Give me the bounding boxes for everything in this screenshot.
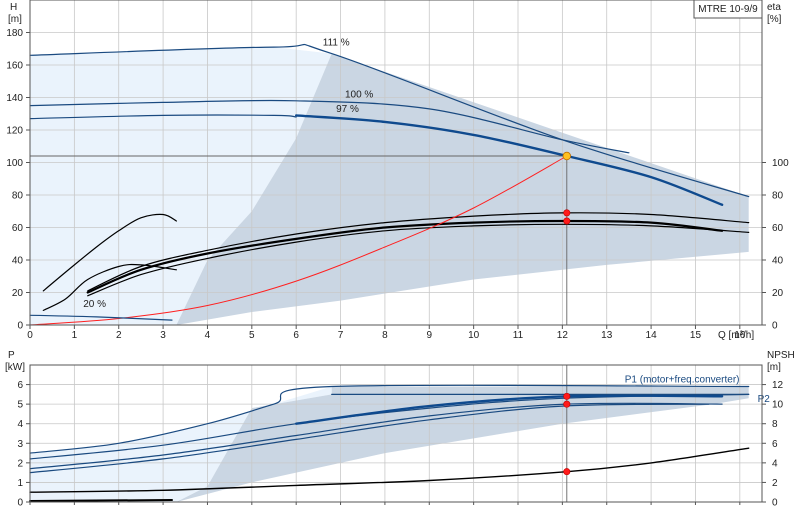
series-efficiency — [42, 263, 177, 311]
y-tick-label: 0 — [17, 498, 23, 509]
series-efficiency — [86, 219, 724, 294]
y-tick-label: 20 — [12, 288, 24, 299]
y-tick-label: 160 — [6, 61, 23, 72]
y2-tick-label: 10 — [772, 400, 784, 411]
bottom-plot-frame — [29, 364, 763, 503]
y2-tick-label: 60 — [772, 223, 784, 234]
series-head_duty — [295, 114, 724, 206]
y2-tick-label: 20 — [772, 288, 784, 299]
series-head-111- — [29, 43, 750, 198]
x-tick-label: 8 — [382, 330, 388, 341]
y2-tick-label: 80 — [772, 191, 784, 202]
y-tick-label: 3 — [17, 439, 23, 450]
series-system — [29, 155, 568, 326]
y-axis-title-p: P — [8, 350, 15, 361]
series-head-97- — [29, 114, 297, 120]
y2-tick-label: 2 — [772, 478, 778, 489]
y-tick-label: 100 — [6, 158, 23, 169]
series-power — [29, 403, 710, 474]
y-tick-label: 80 — [12, 191, 24, 202]
x-tick-label: 13 — [601, 330, 613, 341]
series-head-20- — [29, 314, 173, 321]
duty-marker — [563, 392, 571, 400]
curve-label: 100 % — [345, 90, 373, 101]
x-tick-label: 6 — [293, 330, 299, 341]
shade-region-light — [30, 386, 332, 502]
y2-tick-label: 8 — [772, 419, 778, 430]
y2-axis-unit-m: [m] — [767, 362, 781, 373]
model-label: MTRE 10-9/9 — [698, 4, 758, 15]
x-tick-label: 10 — [468, 330, 480, 341]
y-tick-label: 140 — [6, 93, 23, 104]
y-axis-unit-kw: [kW] — [5, 362, 25, 373]
x-tick-label: 14 — [646, 330, 658, 341]
y-tick-label: 5 — [17, 400, 23, 411]
y2-tick-label: 40 — [772, 256, 784, 267]
y2-tick-label: 6 — [772, 439, 778, 450]
curve-label: 111 % — [323, 38, 350, 49]
y2-axis-unit-percent: [%] — [767, 14, 782, 25]
series-power_duty-p1-motor-freq-converter- — [295, 394, 724, 425]
series-power_low — [29, 499, 173, 502]
top-plot-frame — [29, 0, 763, 326]
y-tick-label: 40 — [12, 256, 24, 267]
y-tick-label: 2 — [17, 458, 23, 469]
y2-tick-label: 100 — [772, 158, 789, 169]
y-tick-label: 0 — [17, 321, 23, 332]
x-tick-label: 15 — [690, 330, 702, 341]
curve-label: 20 % — [83, 299, 106, 310]
x-axis-title: Q [m³/h] — [718, 330, 754, 341]
y-tick-label: 180 — [6, 28, 23, 39]
y2-tick-label: 0 — [772, 321, 778, 332]
operating-point-marker — [562, 151, 571, 161]
shade-region-dark — [176, 53, 749, 325]
curve-label: 97 % — [336, 104, 359, 115]
series-power — [29, 402, 723, 470]
y-tick-label: 6 — [17, 380, 23, 391]
series-head-100- — [29, 99, 630, 154]
y2-tick-label: 0 — [772, 498, 778, 509]
x-tick-label: 9 — [426, 330, 432, 341]
series-efficiency — [42, 213, 177, 292]
x-tick-label: 16 — [734, 330, 746, 341]
x-tick-label: 5 — [249, 330, 255, 341]
duty-marker — [563, 209, 571, 217]
series-efficiency — [87, 212, 750, 292]
x-tick-label: 4 — [205, 330, 211, 341]
y-tick-label: 1 — [17, 478, 23, 489]
x-tick-label: 1 — [72, 330, 78, 341]
duty-marker — [563, 217, 571, 225]
y-tick-label: 60 — [12, 223, 24, 234]
shade-region-dark — [176, 386, 749, 502]
curve-label: P1 (motor+freq.converter) — [625, 375, 740, 386]
y-axis-title-h: H — [10, 2, 17, 13]
duty-marker — [563, 400, 571, 408]
series-npsh — [29, 447, 750, 493]
curve-label: P2 — [758, 394, 771, 405]
duty-marker — [563, 468, 571, 476]
y-axis-unit-m: [m] — [8, 14, 22, 25]
model-box — [693, 0, 763, 19]
x-tick-label: 2 — [116, 330, 122, 341]
y2-tick-label: 4 — [772, 458, 778, 469]
series-efficiency — [87, 223, 750, 297]
series-power — [29, 384, 750, 454]
y2-axis-title-npsh: NPSH — [767, 350, 795, 361]
x-tick-label: 0 — [27, 330, 33, 341]
y2-tick-label: 12 — [772, 380, 784, 391]
x-tick-label: 3 — [160, 330, 166, 341]
x-tick-label: 11 — [513, 330, 524, 341]
y-tick-label: 4 — [17, 419, 23, 430]
y-tick-label: 120 — [6, 126, 23, 137]
y2-axis-title-eta: eta — [767, 2, 781, 13]
x-tick-label: 7 — [338, 330, 344, 341]
x-tick-label: 12 — [557, 330, 569, 341]
